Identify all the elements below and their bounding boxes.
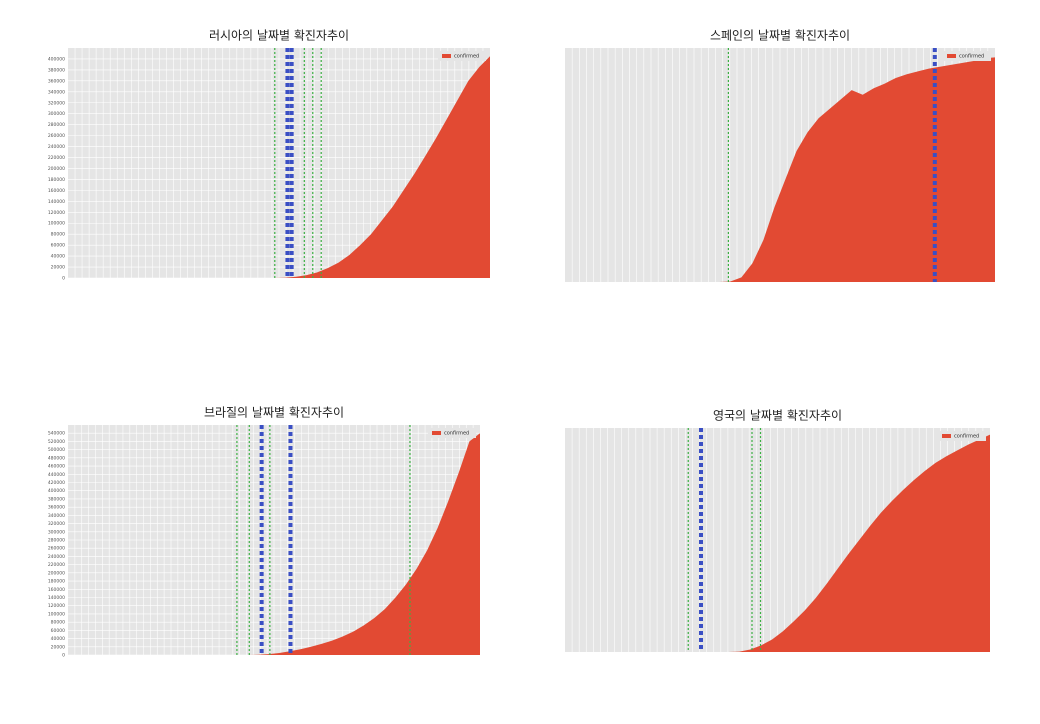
y-tick-label: 260000 [48, 133, 65, 139]
y-tick-label: 220000 [48, 155, 65, 161]
y-tick-label: 440000 [48, 472, 65, 478]
legend-swatch [442, 54, 451, 58]
y-tick-label: 0 [62, 276, 65, 282]
y-tick-label: 500000 [48, 447, 65, 453]
y-tick-label: 300000 [48, 111, 65, 117]
legend-label: confirmed [959, 54, 984, 60]
area [68, 433, 480, 655]
y-tick-label: 20000 [51, 265, 65, 271]
legend-swatch [947, 54, 956, 58]
chart-title: 스페인의 날짜별 확진자추이 [710, 29, 850, 43]
y-tick-label: 40000 [51, 254, 65, 260]
legend-box [938, 431, 986, 441]
area [68, 56, 490, 278]
y-tick-label: 120000 [48, 603, 65, 609]
area [565, 434, 990, 652]
y-tick-label: 400000 [48, 488, 65, 494]
y-tick-label: 0 [62, 653, 65, 659]
y-tick-label: 200000 [48, 570, 65, 576]
y-tick-label: 80000 [51, 620, 65, 626]
chart-title: 영국의 날짜별 확진자추이 [713, 409, 842, 423]
y-tick-label: 140000 [48, 199, 65, 205]
y-tick-label: 220000 [48, 562, 65, 568]
y-tick-label: 60000 [51, 243, 65, 249]
y-tick-label: 100000 [48, 611, 65, 617]
legend-swatch [942, 434, 951, 438]
y-tick-label: 280000 [48, 122, 65, 128]
y-tick-label: 40000 [51, 636, 65, 642]
legend-swatch [432, 431, 441, 435]
y-tick-label: 160000 [48, 587, 65, 593]
y-tick-label: 460000 [48, 464, 65, 470]
area [565, 57, 995, 282]
y-tick-label: 140000 [48, 595, 65, 601]
y-tick-label: 120000 [48, 210, 65, 216]
y-tick-label: 480000 [48, 455, 65, 461]
y-tick-label: 400000 [48, 56, 65, 62]
y-tick-label: 360000 [48, 505, 65, 511]
y-tick-label: 160000 [48, 188, 65, 194]
chart-title: 러시아의 날짜별 확진자추이 [209, 29, 349, 43]
y-tick-label: 200000 [48, 166, 65, 172]
y-tick-label: 520000 [48, 439, 65, 445]
legend-label: confirmed [444, 431, 469, 437]
y-tick-label: 240000 [48, 554, 65, 560]
chart-title: 브라질의 날짜별 확진자추이 [204, 406, 344, 420]
y-tick-label: 340000 [48, 513, 65, 519]
y-tick-label: 320000 [48, 100, 65, 106]
y-tick-label: 300000 [48, 529, 65, 535]
y-tick-label: 100000 [48, 221, 65, 227]
y-tick-label: 540000 [48, 431, 65, 437]
y-tick-label: 320000 [48, 521, 65, 527]
y-tick-label: 380000 [48, 496, 65, 502]
y-tick-label: 180000 [48, 177, 65, 183]
y-tick-label: 360000 [48, 78, 65, 84]
y-tick-label: 280000 [48, 538, 65, 544]
y-tick-label: 180000 [48, 579, 65, 585]
legend-box [943, 51, 991, 61]
y-tick-label: 60000 [51, 628, 65, 634]
y-tick-label: 420000 [48, 480, 65, 486]
y-tick-label: 240000 [48, 144, 65, 150]
y-tick-label: 380000 [48, 67, 65, 73]
y-tick-label: 340000 [48, 89, 65, 95]
y-tick-label: 20000 [51, 644, 65, 650]
legend-label: confirmed [454, 54, 479, 60]
y-tick-label: 80000 [51, 232, 65, 238]
legend-box [428, 428, 476, 438]
y-tick-label: 260000 [48, 546, 65, 552]
legend-label: confirmed [954, 434, 979, 440]
legend-box [438, 51, 486, 61]
